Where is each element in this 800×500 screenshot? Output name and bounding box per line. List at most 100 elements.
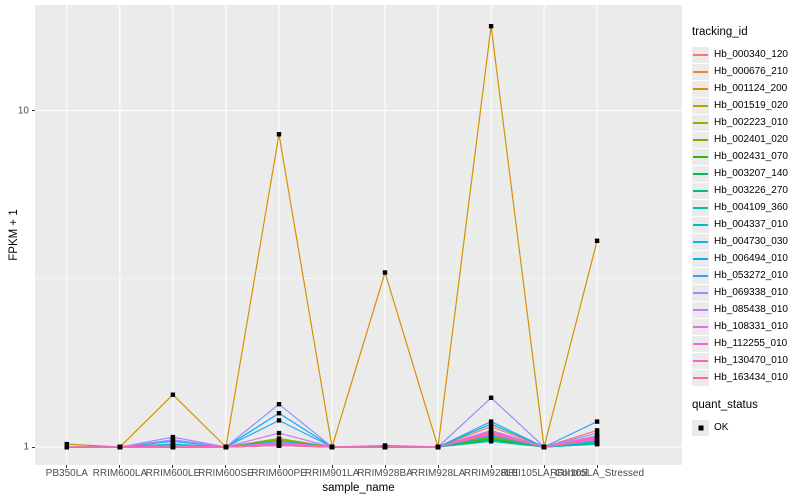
legend-item: Hb_163434_010: [692, 369, 800, 386]
legend-item-label: Hb_001124_200: [714, 83, 788, 94]
x-tick-label: RRII105LA_Stressed: [550, 468, 645, 479]
line-swatch-icon: [693, 376, 708, 379]
data-point: [382, 270, 388, 275]
x-tick-mark: [596, 465, 598, 468]
x-tick-label: RRIM600LE: [145, 468, 201, 479]
line-swatch-icon: [693, 223, 708, 226]
legend-key: [692, 284, 709, 301]
data-point: [594, 428, 600, 433]
legend-item-label: Hb_003207_140: [714, 168, 788, 179]
legend-item: Hb_004109_360: [692, 199, 800, 216]
x-tick-mark: [543, 465, 545, 468]
x-tick-mark: [66, 465, 68, 468]
legend-item: Hb_085438_010: [692, 301, 800, 318]
plot-panel: [35, 5, 682, 465]
legend-item: Hb_108331_010: [692, 318, 800, 335]
line-swatch-icon: [693, 189, 708, 192]
legend-item-label: Hb_000340_120: [714, 49, 788, 60]
legend: tracking_id Hb_000340_120 Hb_000676_210 Hb…: [692, 26, 800, 436]
data-point: [64, 444, 69, 450]
x-tick-label: RRIM928BA: [357, 468, 413, 479]
x-tick-label: RRIM600LA: [92, 468, 148, 479]
legend-key: [692, 148, 709, 165]
legend-item: Hb_000676_210: [692, 63, 800, 80]
x-tick-label: RRIM600SE: [198, 468, 254, 479]
x-tick-mark: [490, 465, 492, 468]
legend-item-label: Hb_004730_030: [714, 236, 788, 247]
x-axis-title: sample_name: [322, 482, 395, 494]
legend-key: [692, 233, 709, 250]
legend-item-label: Hb_085438_010: [714, 304, 788, 315]
legend-item-label: Hb_002431_070: [714, 151, 788, 162]
data-point: [276, 443, 282, 448]
data-point: [488, 24, 494, 29]
data-point: [276, 418, 282, 423]
legend-title-quant-status: quant_status: [692, 399, 758, 411]
data-point: [488, 439, 494, 444]
legend-item: Hb_003226_270: [692, 182, 800, 199]
data-point: [276, 430, 282, 436]
legend-item-label: Hb_000676_210: [714, 66, 788, 77]
data-point: [594, 436, 600, 441]
legend-item-quant-ok: OK: [692, 419, 800, 436]
legend-item: Hb_004337_010: [692, 216, 800, 233]
legend-title-tracking-id: tracking_id: [692, 26, 748, 38]
legend-item-label: Hb_004109_360: [714, 202, 788, 213]
legend-key: [692, 46, 709, 63]
legend-key: [692, 352, 709, 369]
line-swatch-icon: [693, 70, 708, 73]
line-swatch-icon: [693, 274, 708, 277]
legend-key: [692, 216, 709, 233]
line-swatch-icon: [693, 121, 708, 124]
y-tick-mark: [31, 446, 35, 448]
legend-item: Hb_053272_010: [692, 267, 800, 284]
legend-key: [692, 318, 709, 335]
data-point: [488, 430, 494, 436]
x-tick-mark: [119, 465, 121, 468]
data-point: [488, 419, 494, 424]
legend-item: Hb_002401_020: [692, 131, 800, 148]
quant-ok-label: OK: [714, 422, 729, 433]
legend-key: [692, 97, 709, 114]
legend-item: Hb_130470_010: [692, 352, 800, 369]
data-point: [223, 444, 229, 450]
legend-item: Hb_069338_010: [692, 284, 800, 301]
legend-items: Hb_000340_120 Hb_000676_210 Hb_001124_200 H…: [692, 46, 800, 386]
x-tick-mark: [278, 465, 280, 468]
legend-key: [692, 63, 709, 80]
data-point: [488, 395, 494, 400]
line-swatch-icon: [693, 104, 708, 107]
legend-item-label: Hb_001519_020: [714, 100, 788, 111]
data-point: [382, 444, 388, 450]
data-point: [594, 430, 600, 436]
legend-key: [692, 301, 709, 318]
legend-key: [692, 369, 709, 386]
y-axis-title: FPKM + 1: [8, 209, 20, 261]
x-tick-label: RRII105LA_Control: [500, 468, 588, 479]
legend-key: [692, 335, 709, 352]
x-tick-mark: [172, 465, 174, 468]
line-swatch-icon: [693, 155, 708, 158]
line-swatch-icon: [693, 342, 708, 345]
data-point: [276, 402, 282, 407]
legend-key: [692, 182, 709, 199]
line-swatch-icon: [693, 206, 708, 209]
legend-item-label: Hb_003226_270: [714, 185, 788, 196]
data-point: [594, 238, 600, 243]
y-tick-label: 10: [17, 105, 29, 116]
legend-item: Hb_001519_020: [692, 97, 800, 114]
x-tick-label: RRIM901LA: [304, 468, 360, 479]
line-swatch-icon: [693, 308, 708, 311]
legend-item-label: Hb_053272_010: [714, 270, 788, 281]
legend-item: Hb_002223_010: [692, 114, 800, 131]
data-point: [276, 132, 282, 137]
legend-item-label: Hb_108331_010: [714, 321, 788, 332]
legend-item-label: Hb_004337_010: [714, 219, 788, 230]
legend-item: Hb_004730_030: [692, 233, 800, 250]
legend-item: Hb_112255_010: [692, 335, 800, 352]
x-tick-label: RRIM928LE: [463, 468, 519, 479]
data-point: [170, 392, 176, 397]
plot-canvas: [35, 5, 682, 465]
x-tick-mark: [384, 465, 386, 468]
